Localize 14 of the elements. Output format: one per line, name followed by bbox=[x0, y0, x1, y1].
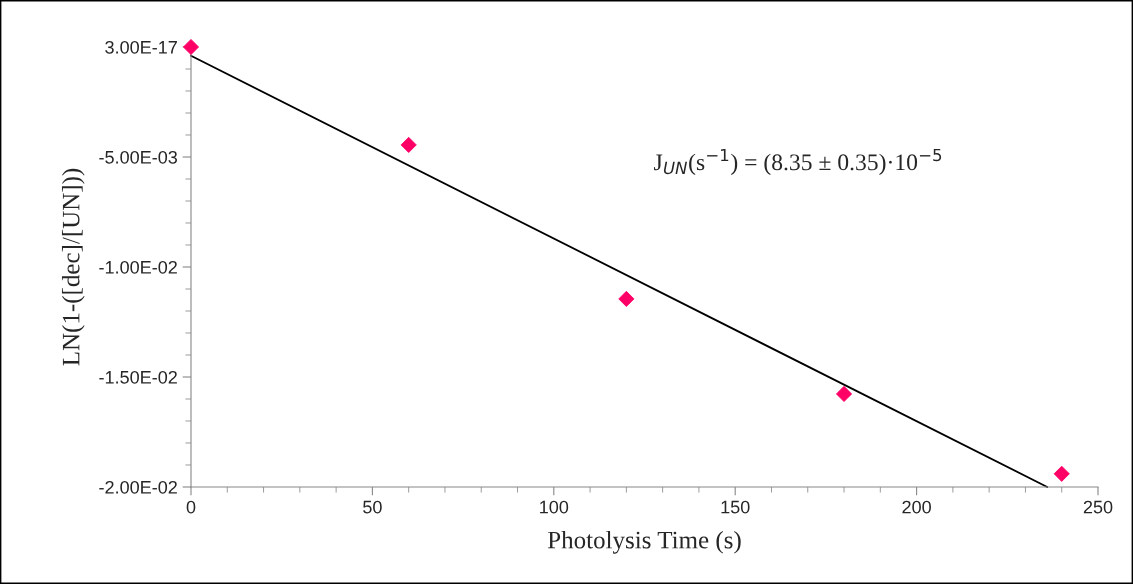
x-tick-label: 150 bbox=[721, 500, 750, 514]
x-tick-label: 0 bbox=[186, 500, 196, 514]
annotation: J$_{UN}$(s$^{−1}$) = (8.35 ± 0.35)·10$^{−5}$ bbox=[654, 148, 942, 176]
x-tick-label: 100 bbox=[540, 500, 569, 514]
y-tick-label: -2.00E-02 bbox=[99, 480, 177, 494]
y-tick-label: -5.00E-03 bbox=[99, 150, 178, 164]
y-tick-label: 3.00E-17 bbox=[105, 40, 177, 54]
x-tick-label: 250 bbox=[1083, 500, 1113, 514]
y-axis-title: LN(1-([dec]/[UN])) bbox=[61, 168, 85, 366]
y-tick-label: -1.50E-02 bbox=[99, 370, 177, 384]
y-tick-label: -1.00E-02 bbox=[99, 260, 177, 274]
x-axis-title: Photolysis Time (s) bbox=[547, 530, 741, 554]
x-tick-label: 50 bbox=[363, 500, 382, 514]
x-tick-label: 200 bbox=[902, 500, 931, 514]
